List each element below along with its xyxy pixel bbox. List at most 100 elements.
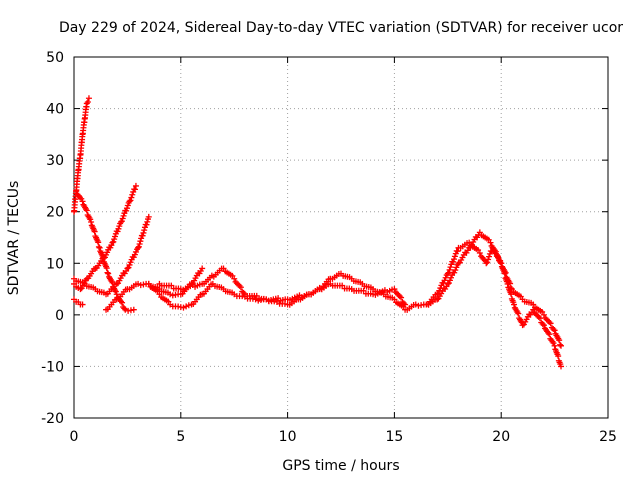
data-point — [444, 270, 451, 277]
data-point-interp — [451, 256, 458, 263]
data-point-interp — [183, 303, 190, 310]
data-point-interp — [239, 288, 246, 295]
data-point-interp — [394, 290, 401, 297]
data-point-interp — [103, 265, 110, 272]
data-point-interp — [91, 228, 98, 235]
data-point — [109, 239, 116, 246]
data-point — [558, 342, 565, 349]
data-point-interp — [539, 320, 546, 327]
data-point-interp — [112, 288, 119, 295]
data-point-interp — [452, 267, 459, 274]
data-point-interp — [140, 229, 147, 236]
data-point-interp — [124, 202, 131, 209]
data-point-interp — [132, 248, 139, 255]
data-point-interp — [237, 284, 244, 291]
x-tick-label: 5 — [176, 429, 185, 445]
data-point-interp — [538, 319, 545, 326]
data-point — [85, 95, 92, 102]
data-point-interp — [114, 228, 121, 235]
data-point-interp — [555, 353, 562, 360]
data-point-interp — [137, 238, 144, 245]
data-point — [511, 301, 518, 308]
data-point-interp — [442, 274, 449, 281]
data-point-interp — [453, 264, 460, 271]
x-tick-label: 15 — [385, 429, 403, 445]
y-tick-label: 30 — [46, 153, 64, 169]
data-point-interp — [392, 289, 399, 296]
data-point — [88, 219, 95, 226]
data-point — [391, 286, 398, 293]
data-point-interp — [547, 320, 554, 327]
data-point-interp — [141, 227, 148, 234]
data-point-interp — [446, 266, 453, 273]
series-sat-c — [71, 213, 152, 298]
data-point-interp — [534, 312, 541, 319]
data-point-interp — [536, 315, 543, 322]
data-point-interp — [542, 314, 549, 321]
data-point — [145, 213, 152, 220]
x-tick-label: 0 — [70, 429, 79, 445]
data-point-interp — [135, 243, 142, 250]
data-point-interp — [550, 340, 557, 347]
data-points — [71, 95, 565, 370]
data-point-interp — [485, 253, 492, 260]
data-point-interp — [446, 277, 453, 284]
data-point-interp — [235, 281, 242, 288]
data-point-interp — [546, 318, 553, 325]
data-point-interp — [550, 325, 557, 332]
data-point — [167, 291, 174, 298]
data-point — [476, 249, 483, 256]
data-point-interp — [484, 259, 491, 266]
y-tick-label: 40 — [46, 102, 64, 118]
data-point-interp — [557, 341, 564, 348]
data-point — [113, 280, 120, 287]
data-point-interp — [78, 285, 85, 292]
data-point-interp — [123, 207, 130, 214]
series-sat-j — [434, 229, 565, 349]
y-axis-label: SDTVAR / TECUs — [6, 181, 22, 296]
data-point — [412, 301, 419, 308]
data-point — [483, 260, 490, 267]
data-point-interp — [548, 324, 555, 331]
data-point-interp — [127, 197, 134, 204]
data-point — [105, 270, 112, 277]
data-point-interp — [396, 293, 403, 300]
y-tick-label: 50 — [46, 50, 64, 66]
data-point-interp — [454, 248, 461, 255]
chart-title: Day 229 of 2024, Sidereal Day-to-day VTE… — [59, 20, 623, 36]
y-tick-label: 10 — [46, 256, 64, 272]
x-tick-label: 20 — [492, 429, 510, 445]
data-point-interp — [123, 205, 130, 212]
series-sat-a — [71, 95, 92, 215]
data-point-interp — [111, 236, 118, 243]
data-point-interp — [130, 254, 137, 261]
x-axis-label: GPS time / hours — [282, 458, 399, 474]
series-sat-h — [156, 265, 409, 308]
data-point-interp — [109, 279, 116, 286]
data-point-interp — [125, 264, 132, 271]
data-point — [519, 322, 526, 329]
y-tick-label: -20 — [41, 411, 64, 427]
data-point-interp — [110, 238, 117, 245]
data-point-interp — [515, 310, 522, 317]
data-point-interp — [543, 316, 550, 323]
data-point-interp — [447, 264, 454, 271]
data-point-interp — [535, 313, 542, 320]
data-point — [466, 244, 473, 251]
data-point-interp — [132, 186, 139, 193]
data-point-interp — [118, 218, 125, 225]
data-point-interp — [232, 278, 239, 285]
data-point-interp — [136, 240, 143, 247]
data-point-interp — [144, 218, 151, 225]
y-tick-label: 20 — [46, 205, 64, 221]
data-point — [79, 198, 86, 205]
data-point-interp — [236, 282, 243, 289]
data-point — [444, 280, 451, 287]
data-point — [540, 311, 547, 318]
x-tick-label: 25 — [599, 429, 617, 445]
data-point-interp — [126, 261, 133, 268]
data-point — [434, 296, 441, 303]
data-point-interp — [556, 337, 563, 344]
x-tick-label: 10 — [279, 429, 297, 445]
data-point-interp — [116, 223, 123, 230]
